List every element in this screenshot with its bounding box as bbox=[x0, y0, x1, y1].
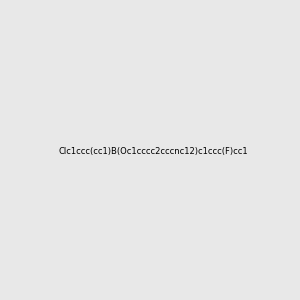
Text: Clc1ccc(cc1)B(Oc1cccc2cccnc12)c1ccc(F)cc1: Clc1ccc(cc1)B(Oc1cccc2cccnc12)c1ccc(F)cc… bbox=[59, 147, 249, 156]
